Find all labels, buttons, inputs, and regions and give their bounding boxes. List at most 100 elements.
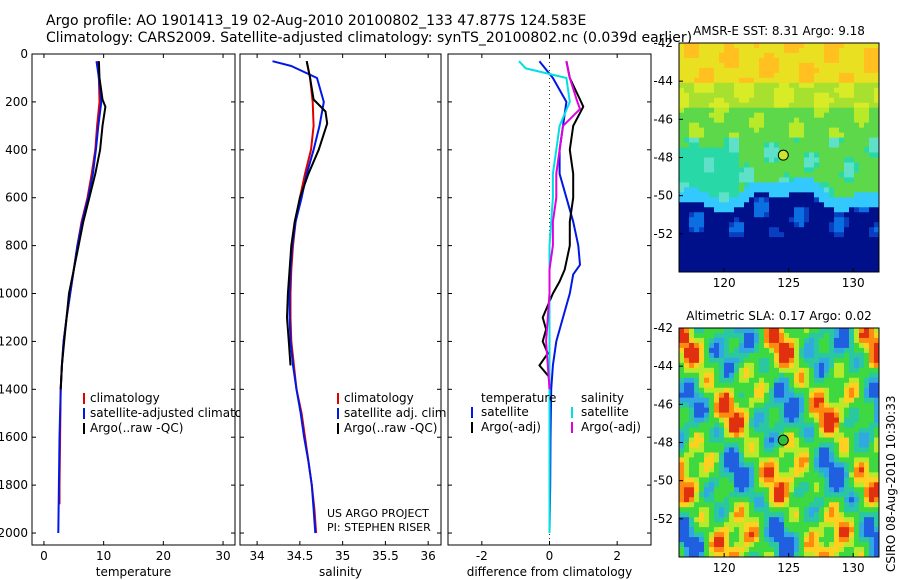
sla_map-cell xyxy=(719,387,725,394)
sla_map-cell xyxy=(864,492,870,498)
sla_map-cell xyxy=(754,477,760,483)
sla_map-cell xyxy=(789,352,795,359)
sst_map-cell xyxy=(779,267,785,273)
sla_map-cell xyxy=(824,542,830,548)
sla_map-cell xyxy=(724,377,730,384)
sst_map-cell xyxy=(694,47,700,54)
sst_map-cell xyxy=(819,242,825,248)
sst_map-cell xyxy=(699,137,705,143)
sla_map-cell xyxy=(779,462,785,468)
sst_map-cell xyxy=(704,252,710,258)
sla_map-cell xyxy=(684,532,690,538)
sst_map-cell xyxy=(849,87,855,94)
sst_map-cell xyxy=(784,157,790,163)
sla_map-cell xyxy=(784,452,790,458)
sla_map-cell xyxy=(854,417,860,423)
sla_map-cell xyxy=(729,342,735,349)
sst_map-cell xyxy=(764,267,770,273)
sla_map-cell xyxy=(744,497,750,503)
sst_map-cell xyxy=(719,222,725,228)
sst_map-cell xyxy=(874,82,880,89)
sla_map-cell xyxy=(859,422,865,428)
sst_map-cell xyxy=(679,72,685,79)
sla_map-cell xyxy=(679,392,685,399)
sst_map-cell xyxy=(859,227,865,233)
sla_map-cell xyxy=(869,382,875,389)
sla_map-cell xyxy=(809,552,815,558)
sla_map-cell xyxy=(704,457,710,463)
sla_map-cell xyxy=(714,402,720,409)
sst_map-cell xyxy=(739,167,745,173)
sst_map-cell xyxy=(849,117,855,124)
sst_map-cell xyxy=(784,142,790,148)
sst_map-cell xyxy=(709,112,715,119)
sla_map-cell xyxy=(729,447,735,453)
sla_map-cell xyxy=(809,482,815,488)
sla_map-cell xyxy=(679,507,685,513)
sla_map-cell xyxy=(814,537,820,543)
sst_map-cell xyxy=(839,212,845,218)
sst_map-cell xyxy=(679,232,685,238)
sst_map-cell xyxy=(754,207,760,213)
sla_map-cell xyxy=(874,372,880,379)
sst_map-cell xyxy=(679,62,685,69)
sst_map-cell xyxy=(754,157,760,163)
sla_map-cell xyxy=(729,502,735,508)
sst_map-cell xyxy=(824,157,830,163)
sla_map-cell xyxy=(829,542,835,548)
sla_map-cell xyxy=(844,527,850,533)
sst_map-cell xyxy=(834,152,840,158)
sst_map-cell xyxy=(794,72,800,79)
sst_map-cell xyxy=(759,187,765,193)
sst_map-cell xyxy=(769,242,775,248)
sst_map-cell xyxy=(724,102,730,109)
sst_map-cell xyxy=(829,202,835,208)
sst_map-cell xyxy=(804,182,810,188)
sst_map-cell xyxy=(804,82,810,89)
sla_map-cell xyxy=(714,447,720,453)
sst_map-cell xyxy=(739,212,745,218)
sst_map-cell xyxy=(804,247,810,253)
sla_map-cell xyxy=(819,452,825,458)
sla_map-cell xyxy=(814,377,820,384)
sla_map-cell xyxy=(874,507,880,513)
sla_map-cell xyxy=(869,442,875,448)
sst_map-cell xyxy=(729,62,735,69)
sst_map-cell xyxy=(759,152,765,158)
sst_map-cell xyxy=(679,157,685,163)
sla_map-cell xyxy=(799,342,805,349)
sla_map-cell xyxy=(839,482,845,488)
sla_map-cell xyxy=(749,482,755,488)
sla_map-cell xyxy=(799,337,805,344)
sla_map-cell xyxy=(834,432,840,438)
sst_map-cell xyxy=(689,52,695,59)
temperature-ytick-label: 0 xyxy=(20,47,28,61)
sst_map-cell xyxy=(704,222,710,228)
sla_map-cell xyxy=(799,407,805,414)
sst_map-cell xyxy=(719,257,725,263)
sla_map-cell xyxy=(814,347,820,354)
sst_map-cell xyxy=(759,142,765,148)
sla_map-cell xyxy=(854,537,860,543)
sst_map-cell xyxy=(799,52,805,59)
sla_map-cell xyxy=(724,427,730,433)
sla_map-cell xyxy=(714,442,720,448)
sst_map-cell xyxy=(854,207,860,213)
sla_map-cell xyxy=(769,332,775,339)
sla_map-cell xyxy=(854,532,860,538)
sst_map-cell xyxy=(734,267,740,273)
sst_map-cell xyxy=(689,102,695,109)
sla_map-cell xyxy=(779,392,785,399)
sla_map-cell xyxy=(869,337,875,344)
sla_map-cell xyxy=(759,497,765,503)
sst_map-cell xyxy=(874,252,880,258)
sla_map-cell xyxy=(829,427,835,433)
sla_map-cell xyxy=(789,497,795,503)
sla_map-cell xyxy=(809,342,815,349)
sst_map-cell xyxy=(684,147,690,153)
sst_map-cell xyxy=(764,67,770,74)
sst_map-cell xyxy=(759,217,765,223)
sst_map-cell xyxy=(819,67,825,74)
sla_map-cell xyxy=(684,347,690,354)
sla_map-cell xyxy=(714,522,720,528)
